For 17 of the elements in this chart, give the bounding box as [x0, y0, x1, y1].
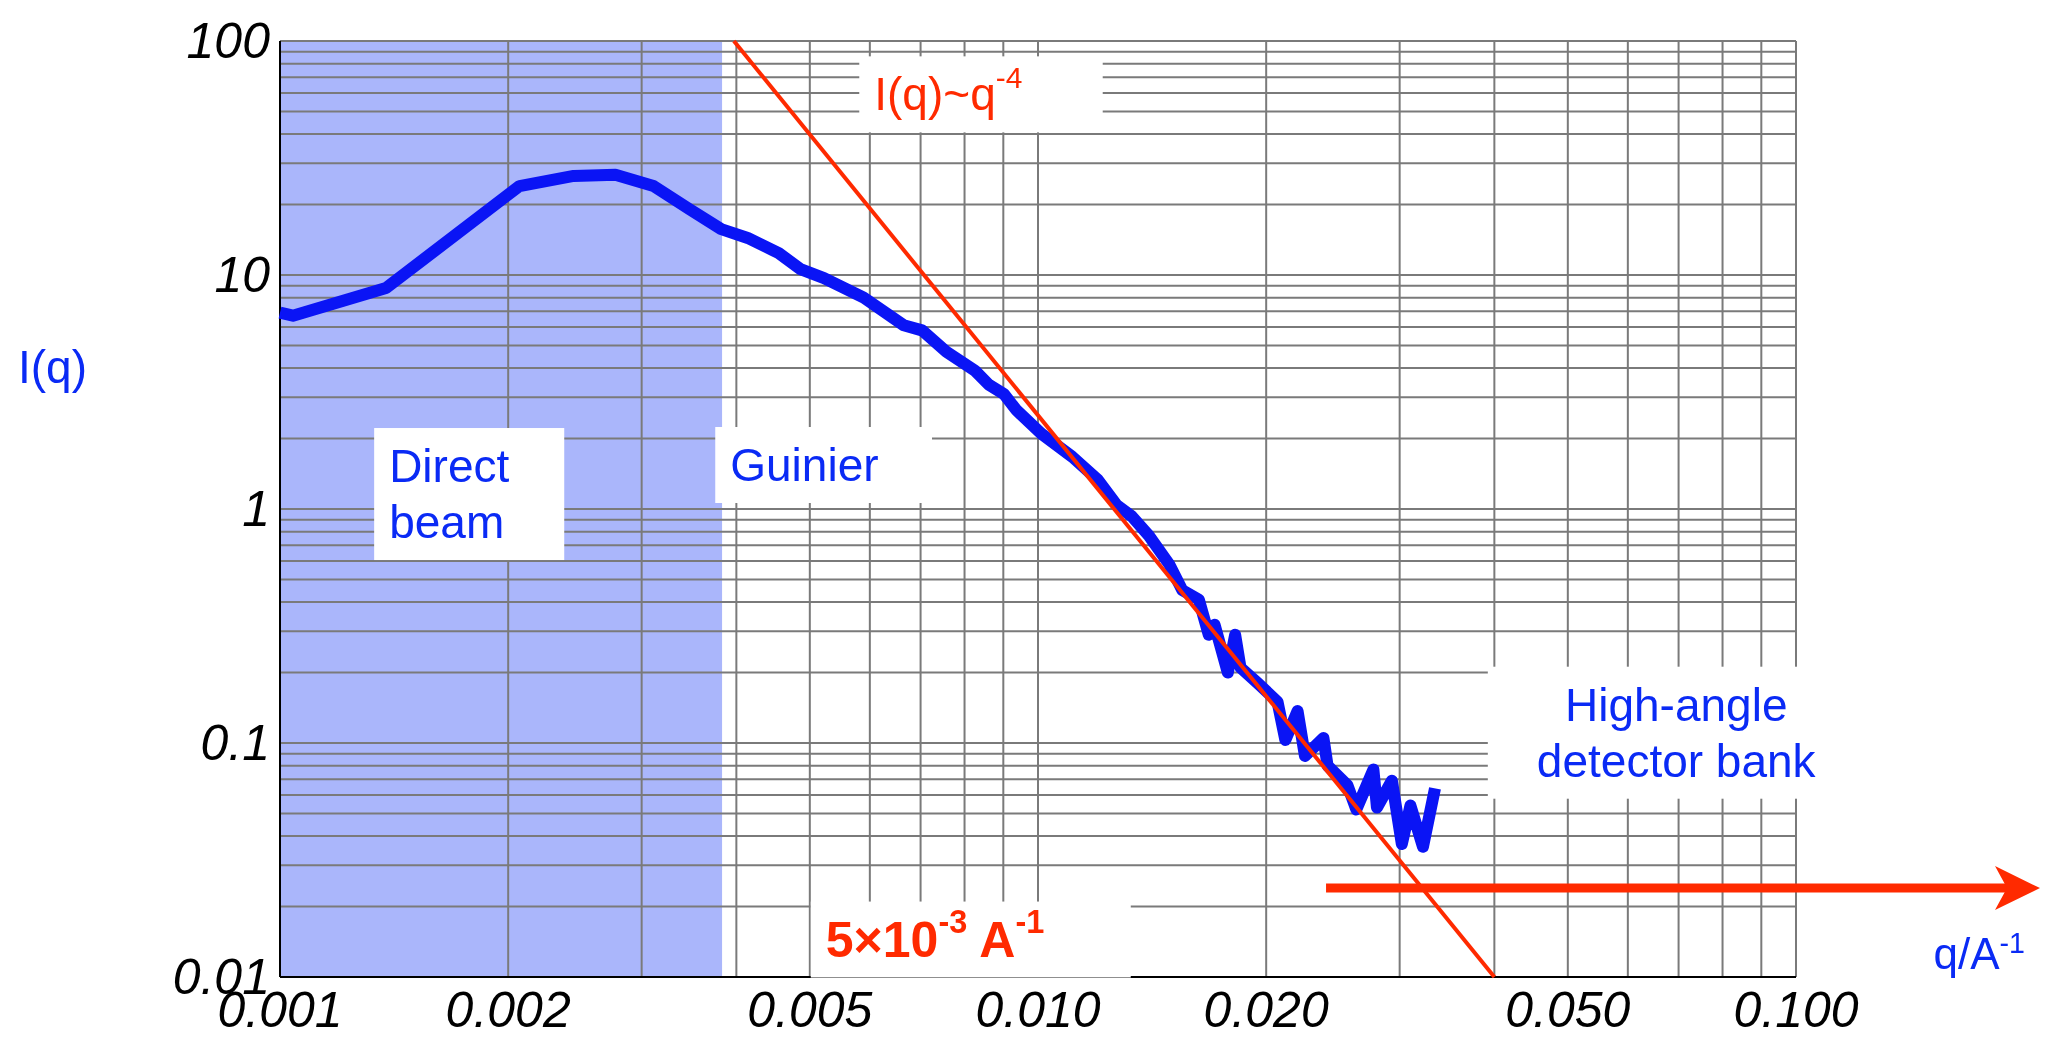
x-tick-label: 0.010 [975, 982, 1101, 1038]
x-tick-label: 0.100 [1733, 982, 1859, 1038]
annotation: Guinier [730, 439, 879, 492]
x-tick-label: 0.050 [1505, 982, 1631, 1038]
y-tick-label: 1 [242, 481, 270, 537]
annotation: 5×10$^{-3}$ A$^{-1}$ [825, 903, 1045, 968]
y-tick-label: 0.1 [200, 715, 270, 771]
annotation: High-angle detector bank [1536, 678, 1817, 787]
x-tick-label: 0.005 [747, 982, 873, 1038]
x-axis-title: q/A$^{-1}$ [1933, 927, 2025, 978]
annotation: Direct beam [389, 440, 510, 549]
annotation: I(q)~q$^{-4}$ [874, 61, 1023, 121]
x-tick-label: 0.020 [1203, 982, 1329, 1038]
y-tick-label: 10 [214, 247, 271, 303]
x-tick-label: 0.002 [445, 982, 571, 1038]
y-tick-label: 100 [186, 13, 271, 69]
y-axis-title: I(q) [18, 341, 87, 394]
